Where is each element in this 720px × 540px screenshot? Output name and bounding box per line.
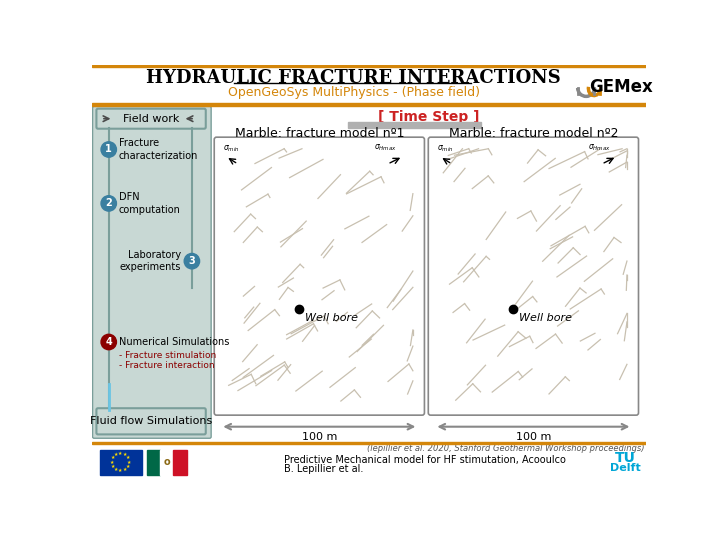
Circle shape [101,334,117,350]
Bar [92,106,647,442]
Text: [ Time Step ]: [ Time Step ] [378,110,480,124]
Text: B. Lepillier et al.: B. Lepillier et al. [284,464,364,475]
Circle shape [101,142,117,157]
Text: $\sigma_{Hmax}$: $\sigma_{Hmax}$ [374,143,397,153]
Text: Marble: fracture model nº1: Marble: fracture model nº1 [235,127,404,140]
Text: HYDRAULIC FRACTURE INTERACTIONS: HYDRAULIC FRACTURE INTERACTIONS [146,69,561,87]
Circle shape [101,195,117,211]
FancyBboxPatch shape [96,408,206,434]
Text: ★: ★ [111,464,115,469]
Text: ★: ★ [122,453,127,457]
Text: ★: ★ [118,451,122,456]
Text: ★: ★ [114,467,118,472]
Bar [92,65,647,67]
Text: 3: 3 [189,256,195,266]
Bar [161,450,174,475]
Text: $\sigma_{Hmax}$: $\sigma_{Hmax}$ [588,143,611,153]
Text: Fluid flow Simulations: Fluid flow Simulations [90,416,212,426]
Text: ★: ★ [125,464,130,469]
Text: OpenGeoSys MultiPhysics - (Phase field): OpenGeoSys MultiPhysics - (Phase field) [228,86,480,99]
Bar [92,103,647,106]
Text: DFN
computation: DFN computation [119,192,181,214]
Text: ★: ★ [114,453,118,457]
Bar [99,450,142,475]
Text: $\sigma_{min}$: $\sigma_{min}$ [222,143,239,154]
Text: Field work: Field work [123,114,179,124]
Text: ★: ★ [109,460,114,464]
Bar [348,122,481,128]
Text: GEMex: GEMex [589,78,652,96]
Text: Numerical Simulations: Numerical Simulations [119,337,229,347]
Text: Well bore: Well bore [305,313,358,323]
FancyBboxPatch shape [93,106,211,438]
Text: - Fracture interaction: - Fracture interaction [119,361,215,369]
Text: ★: ★ [125,455,130,461]
Text: ★: ★ [111,455,115,461]
Bar [148,450,161,475]
Text: Well bore: Well bore [519,313,572,323]
Text: o: o [164,457,171,467]
FancyBboxPatch shape [215,137,425,415]
Text: 2: 2 [105,198,112,208]
Text: Delft: Delft [610,463,641,473]
Text: ★: ★ [122,467,127,472]
Text: TU: TU [615,450,636,464]
FancyBboxPatch shape [96,109,206,129]
Text: (lepillier et al. 2020, Stanford Geothermal Workshop proceedings): (lepillier et al. 2020, Stanford Geother… [367,444,644,454]
Text: ★: ★ [118,468,122,473]
Text: 100 m: 100 m [516,431,551,442]
Text: Fracture
characterization: Fracture characterization [119,138,198,161]
Text: 1: 1 [105,145,112,154]
Circle shape [184,253,199,269]
Text: ★: ★ [127,460,131,464]
Bar [92,442,647,444]
Bar [174,450,186,475]
Bar [92,67,647,103]
Text: 4: 4 [105,337,112,347]
Text: Laboratory
experiments: Laboratory experiments [120,250,181,272]
FancyBboxPatch shape [428,137,639,415]
Text: $\sigma_{min}$: $\sigma_{min}$ [437,143,454,154]
Bar [606,450,644,475]
Text: Marble: fracture model nº2: Marble: fracture model nº2 [449,127,618,140]
Text: - Fracture stimulation: - Fracture stimulation [119,350,216,360]
Text: Predictive Mechanical model for HF stimutation, Acooulco: Predictive Mechanical model for HF stimu… [284,455,566,465]
Text: 100 m: 100 m [302,431,337,442]
